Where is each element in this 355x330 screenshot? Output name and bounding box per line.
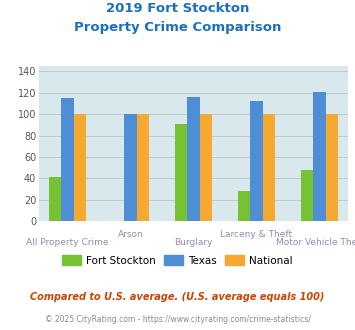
- Text: Arson: Arson: [118, 230, 143, 239]
- Legend: Fort Stockton, Texas, National: Fort Stockton, Texas, National: [58, 251, 297, 270]
- Bar: [187, 97, 200, 221]
- Bar: [250, 101, 263, 221]
- Text: 2019 Fort Stockton: 2019 Fort Stockton: [106, 2, 249, 15]
- Bar: [200, 114, 212, 221]
- Bar: [263, 114, 275, 221]
- Bar: [74, 114, 86, 221]
- Text: Property Crime Comparison: Property Crime Comparison: [74, 21, 281, 34]
- Bar: [237, 191, 250, 221]
- Bar: [313, 92, 326, 221]
- Bar: [175, 124, 187, 221]
- Bar: [326, 114, 338, 221]
- Bar: [49, 177, 61, 221]
- Bar: [61, 98, 74, 221]
- Text: Compared to U.S. average. (U.S. average equals 100): Compared to U.S. average. (U.S. average …: [30, 292, 325, 302]
- Text: © 2025 CityRating.com - https://www.cityrating.com/crime-statistics/: © 2025 CityRating.com - https://www.city…: [45, 315, 310, 324]
- Text: Burglary: Burglary: [174, 238, 213, 247]
- Bar: [301, 170, 313, 221]
- Text: Larceny & Theft: Larceny & Theft: [220, 230, 293, 239]
- Text: Motor Vehicle Theft: Motor Vehicle Theft: [275, 238, 355, 247]
- Text: All Property Crime: All Property Crime: [26, 238, 109, 247]
- Bar: [137, 114, 149, 221]
- Bar: [124, 114, 137, 221]
